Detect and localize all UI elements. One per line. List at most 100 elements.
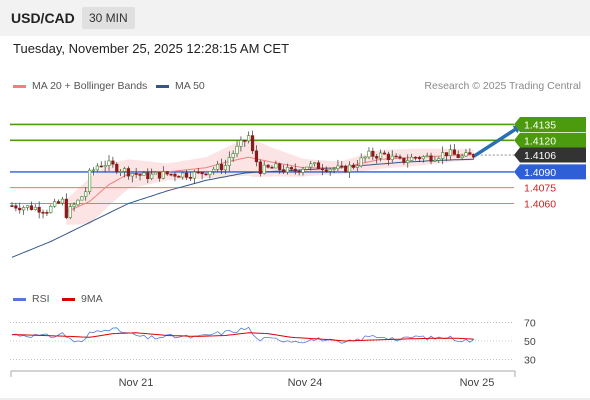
chart-header: USD/CAD 30 MIN <box>0 0 590 36</box>
candle-body <box>91 169 96 172</box>
ma9-swatch <box>62 297 75 301</box>
candle-body <box>378 152 383 159</box>
projection-arrow <box>473 125 521 157</box>
price-label-text: 1.4120 <box>524 135 556 147</box>
candle-body <box>41 211 45 214</box>
rsi-ma9-line <box>11 332 474 342</box>
candle-body <box>425 155 429 158</box>
candle-body <box>301 168 305 173</box>
rsi-tick-label: 30 <box>524 354 536 366</box>
candle-body <box>64 198 68 218</box>
candle-body <box>274 163 278 169</box>
candle-body <box>33 206 37 210</box>
rsi-line <box>11 326 474 344</box>
candle-body <box>433 159 437 162</box>
x-tick-label: Nov 25 <box>460 377 495 389</box>
candle-body <box>464 152 468 157</box>
candle-body <box>84 191 88 197</box>
ma50-swatch <box>156 84 169 88</box>
candle-body <box>406 160 410 163</box>
candle-body <box>417 157 422 160</box>
candle-body <box>278 163 282 170</box>
chart-datetime: Tuesday, November 25, 2025 12:28:15 AM C… <box>13 41 290 56</box>
candle-body <box>200 171 204 175</box>
candle-body <box>270 166 274 169</box>
candle-body <box>169 173 173 176</box>
symbol-label: USD/CAD <box>11 10 75 26</box>
legend-9ma: 9MA <box>62 293 103 305</box>
candle-body <box>95 165 99 171</box>
rsi-tick-label: 50 <box>524 336 536 348</box>
candle-body <box>410 156 414 161</box>
price-label-text: 1.4060 <box>524 199 556 211</box>
candle-body <box>250 135 255 152</box>
candle-body <box>316 162 321 170</box>
price-label-text: 1.4135 <box>524 119 556 131</box>
candle-body <box>99 165 103 168</box>
candle-body <box>212 168 216 172</box>
candle-body <box>254 150 259 163</box>
candle-body <box>49 206 53 213</box>
candle-body <box>196 171 200 174</box>
candle-body <box>45 212 49 214</box>
legend-ma20: MA 20 + Bollinger Bands <box>13 80 147 92</box>
candle-body <box>437 158 441 161</box>
price-label-pivot: 1.4090 <box>514 164 586 180</box>
main-panel: 1.4135 1.4120 1.4106 1.4090 1.4075 1.4060 <box>10 116 586 258</box>
candle-body <box>332 168 336 170</box>
candle-body <box>266 164 270 168</box>
candle-body <box>103 165 107 168</box>
candle-body <box>53 201 57 207</box>
rsi-label: RSI <box>32 293 50 305</box>
candle-body <box>72 204 76 207</box>
candle-body <box>340 165 344 168</box>
candle-body <box>56 201 61 204</box>
candle-body <box>80 196 84 201</box>
candle-body <box>204 173 208 176</box>
candle-body <box>107 160 111 166</box>
candle-body <box>320 168 325 171</box>
candle-body <box>239 140 243 147</box>
candle-body <box>37 206 41 213</box>
timeframe-button[interactable]: 30 MIN <box>82 7 135 29</box>
candle-body <box>115 163 119 173</box>
legend-rsi: RSI <box>13 293 50 305</box>
candle-body <box>142 172 146 176</box>
candle-body <box>281 169 286 173</box>
candle-body <box>111 160 115 165</box>
price-label-support: 1.4075 <box>524 183 556 195</box>
candle-body <box>262 164 266 174</box>
candle-body <box>188 177 193 179</box>
candle-body <box>122 168 127 172</box>
candle-body <box>344 165 348 173</box>
candle-body <box>289 167 293 170</box>
rsi-swatch <box>13 297 26 301</box>
price-label-bg <box>514 116 586 132</box>
candle-body <box>355 165 359 168</box>
candle-body <box>448 149 453 157</box>
price-label-text: 1.4090 <box>524 167 556 179</box>
candle-body <box>324 169 328 172</box>
x-tick-label: Nov 24 <box>288 377 323 389</box>
price-label-resistance: 1.4135 <box>514 116 586 132</box>
candle-body <box>297 170 301 173</box>
candle-body <box>336 165 340 169</box>
rsi-tick-label: 70 <box>524 318 536 330</box>
candle-body <box>157 171 162 179</box>
candle-body <box>235 145 239 154</box>
candle-body <box>371 150 375 157</box>
candle-body <box>421 156 425 160</box>
candle-body <box>429 155 433 162</box>
candle-body <box>382 152 387 155</box>
x-tick-label: Nov 21 <box>119 377 154 389</box>
candle-body <box>10 205 14 207</box>
price-label-text: 1.4075 <box>524 183 556 195</box>
candle-body <box>394 155 398 158</box>
x-axis: Nov 21 Nov 24 Nov 25 <box>0 370 590 400</box>
candle-body <box>313 162 317 165</box>
candle-body <box>258 161 262 174</box>
candle-body <box>126 168 130 177</box>
candle-body <box>456 154 460 159</box>
candle-body <box>68 206 72 218</box>
